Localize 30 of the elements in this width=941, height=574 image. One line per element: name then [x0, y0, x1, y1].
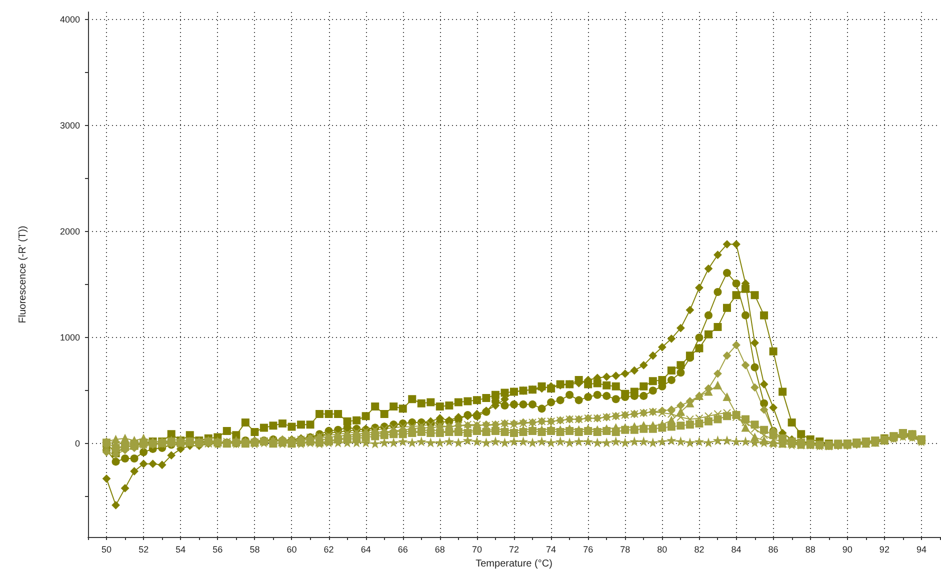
x-tick-label: 86 [768, 544, 778, 554]
x-tick-label: 52 [138, 544, 149, 554]
x-tick-label: 64 [360, 544, 371, 554]
x-tick-label: 54 [176, 544, 186, 554]
x-tick-label: 68 [434, 544, 445, 554]
x-tick-label: 82 [694, 544, 704, 554]
y-axis-title: Fluorescence (-R' (T)) [18, 226, 28, 324]
x-tick-label: 56 [212, 544, 223, 554]
x-tick-label: 94 [916, 544, 926, 554]
x-tick-label: 92 [879, 544, 890, 554]
y-tick-label: 4000 [60, 14, 80, 24]
x-tick-label: 74 [546, 544, 556, 554]
x-tick-label: 90 [842, 544, 852, 554]
x-tick-label: 76 [583, 544, 594, 554]
y-tick-label: 3000 [60, 120, 80, 130]
x-tick-label: 50 [102, 544, 112, 554]
x-tick-label: 70 [472, 544, 482, 554]
y-tick-label: 2000 [60, 226, 80, 237]
x-tick-label: 58 [250, 544, 260, 554]
y-tick-label: 0 [74, 438, 80, 449]
x-tick-label: 78 [620, 544, 630, 554]
x-tick-label: 62 [324, 544, 334, 554]
x-tick-label: 84 [731, 544, 742, 554]
x-tick-label: 66 [398, 544, 408, 554]
x-tick-label: 80 [657, 544, 668, 554]
x-axis-title: Temperature (°C) [476, 558, 552, 570]
x-tick-label: 72 [508, 544, 520, 554]
x-tick-label: 88 [805, 544, 816, 554]
y-tick-label: 1000 [60, 332, 80, 343]
x-tick-label: 60 [286, 544, 297, 554]
